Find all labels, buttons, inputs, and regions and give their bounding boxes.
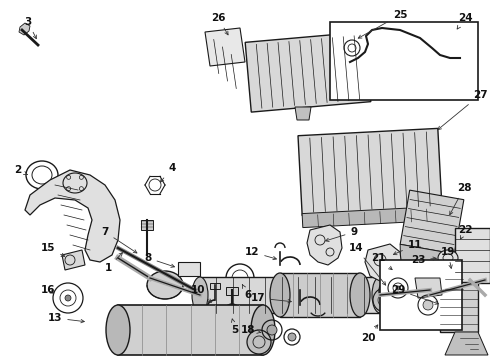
Polygon shape (415, 278, 442, 298)
Text: 15: 15 (41, 243, 65, 256)
Bar (245, 32, 371, 112)
Ellipse shape (438, 250, 458, 266)
Text: 7: 7 (101, 227, 137, 253)
Text: 12: 12 (245, 247, 276, 260)
Text: 25: 25 (358, 10, 407, 38)
Polygon shape (307, 225, 342, 265)
Ellipse shape (288, 333, 296, 341)
Polygon shape (25, 170, 120, 262)
Bar (440, 282, 478, 332)
Text: 4: 4 (160, 163, 176, 182)
Text: 22: 22 (458, 225, 472, 239)
Polygon shape (205, 28, 245, 66)
Ellipse shape (270, 273, 290, 317)
Polygon shape (400, 244, 459, 273)
Polygon shape (295, 107, 311, 120)
Text: 6: 6 (243, 285, 252, 300)
Bar (298, 129, 442, 216)
Bar (118, 305, 263, 355)
Text: 11: 11 (393, 240, 422, 255)
Bar (400, 190, 464, 254)
Polygon shape (445, 332, 488, 355)
Polygon shape (62, 250, 85, 270)
Text: 3: 3 (24, 17, 36, 39)
Ellipse shape (147, 271, 183, 299)
Text: 26: 26 (211, 13, 228, 35)
Text: 5: 5 (231, 319, 239, 335)
Text: 16: 16 (41, 285, 55, 295)
Ellipse shape (267, 325, 277, 335)
Polygon shape (19, 23, 30, 35)
Bar (445, 270, 463, 298)
Bar (380, 260, 462, 330)
Text: 28: 28 (450, 183, 471, 215)
Ellipse shape (396, 286, 400, 290)
Text: 13: 13 (48, 313, 84, 323)
Text: 29: 29 (391, 285, 439, 304)
Text: 21: 21 (371, 253, 392, 270)
Text: 23: 23 (411, 255, 436, 265)
Ellipse shape (247, 330, 271, 354)
Text: 17: 17 (251, 293, 292, 303)
Bar (178, 262, 200, 276)
Bar (330, 22, 478, 100)
Text: 9: 9 (325, 227, 358, 242)
Ellipse shape (65, 295, 71, 301)
Bar (455, 228, 490, 283)
Ellipse shape (372, 277, 388, 313)
Text: 8: 8 (145, 253, 174, 267)
Polygon shape (365, 244, 402, 282)
Bar (210, 283, 220, 289)
Bar (141, 220, 153, 230)
Text: 27: 27 (438, 90, 488, 130)
Bar (364, 39, 386, 94)
Ellipse shape (423, 300, 433, 310)
Text: 10: 10 (191, 285, 211, 302)
Text: 1: 1 (104, 253, 122, 273)
Text: 19: 19 (441, 247, 455, 268)
Bar (226, 287, 238, 295)
Bar (280, 273, 360, 317)
Text: 20: 20 (361, 325, 378, 343)
Ellipse shape (251, 305, 275, 355)
Text: 2: 2 (14, 165, 27, 175)
Text: 14: 14 (349, 243, 386, 285)
Ellipse shape (106, 305, 130, 355)
Text: 24: 24 (457, 13, 472, 29)
Ellipse shape (192, 277, 208, 313)
Bar (200, 277, 380, 313)
Ellipse shape (350, 273, 370, 317)
Text: 18: 18 (241, 325, 261, 335)
Bar (302, 206, 442, 228)
